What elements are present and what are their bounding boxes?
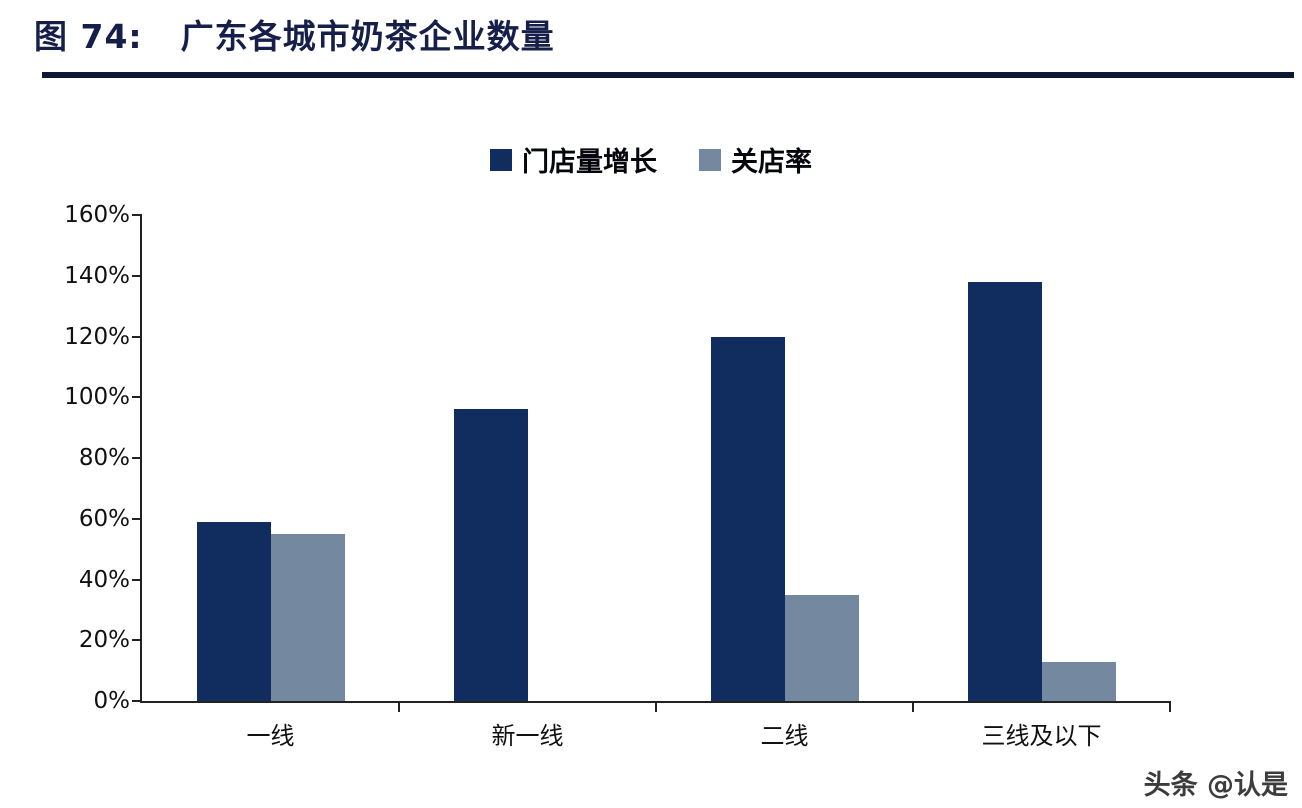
y-axis-tick-mark	[132, 214, 142, 216]
x-axis-category-label: 新一线	[491, 722, 564, 750]
legend-swatch-secondary-icon	[699, 148, 721, 171]
x-axis-tick-mark	[398, 701, 400, 712]
chart-legend: 门店量增长 关店率	[0, 140, 1302, 179]
legend-label-closure-rate: 关店率	[731, 147, 812, 178]
x-axis-tick-mark	[1169, 701, 1171, 712]
y-axis-tick-label: 140%	[64, 262, 130, 289]
y-axis-tick-mark	[132, 700, 142, 702]
bar-series0-cat1	[453, 409, 528, 701]
y-axis-tick-label: 20%	[78, 627, 130, 654]
y-axis-tick-mark	[132, 335, 142, 338]
figure-number-label: 图 74:	[34, 17, 143, 56]
title-divider-rule	[42, 72, 1294, 78]
y-axis-tick-label: 80%	[78, 445, 130, 471]
y-axis-tick-label: 0%	[93, 688, 131, 714]
y-axis-tick-mark	[132, 274, 142, 277]
bar-series0-cat2	[710, 336, 785, 701]
x-axis-tick-mark	[912, 701, 914, 712]
y-axis-tick-label: 40%	[78, 566, 130, 593]
bar-series0-cat0	[196, 521, 271, 701]
bar-chart-plot-area: 0% 20% 40% 60% 80% 100% 120% 140% 160% 一线 新一线 二线 三线及…	[64, 202, 1171, 750]
y-axis-tick-mark	[132, 517, 142, 520]
y-axis-tick-mark	[132, 578, 142, 581]
legend-item-closure-rate: 关店率	[699, 140, 812, 179]
y-axis-tick-mark	[132, 396, 142, 399]
watermark-text: 头条 @认是	[1143, 770, 1288, 801]
x-axis-category-label: 二线	[760, 722, 809, 750]
legend-swatch-primary-icon	[490, 148, 512, 171]
bar-series1-cat3	[1041, 661, 1116, 701]
bar-series1-cat0	[270, 533, 345, 701]
y-axis-tick-label: 60%	[78, 505, 130, 532]
y-axis-tick-mark	[132, 639, 142, 642]
y-axis-tick-label: 120%	[64, 323, 130, 350]
y-axis-tick-label: 160%	[64, 202, 130, 228]
legend-label-store-growth: 门店量增长	[522, 147, 657, 178]
y-axis-tick-mark	[132, 457, 142, 459]
y-axis-tick-label: 100%	[64, 384, 130, 411]
figure-title: 广东各城市奶茶企业数量	[180, 17, 555, 56]
x-axis-category-label: 一线	[246, 722, 295, 750]
bar-series0-cat3	[967, 281, 1042, 701]
figure-title-line: 图 74: 广东各城市奶茶企业数量	[34, 10, 1302, 58]
x-axis-tick-mark	[655, 701, 657, 712]
figure-header: 图 74: 广东各城市奶茶企业数量	[0, 0, 1302, 78]
legend-item-store-growth: 门店量增长	[490, 140, 657, 179]
bar-series1-cat2	[784, 594, 859, 701]
x-axis-category-label: 三线及以下	[981, 722, 1102, 750]
